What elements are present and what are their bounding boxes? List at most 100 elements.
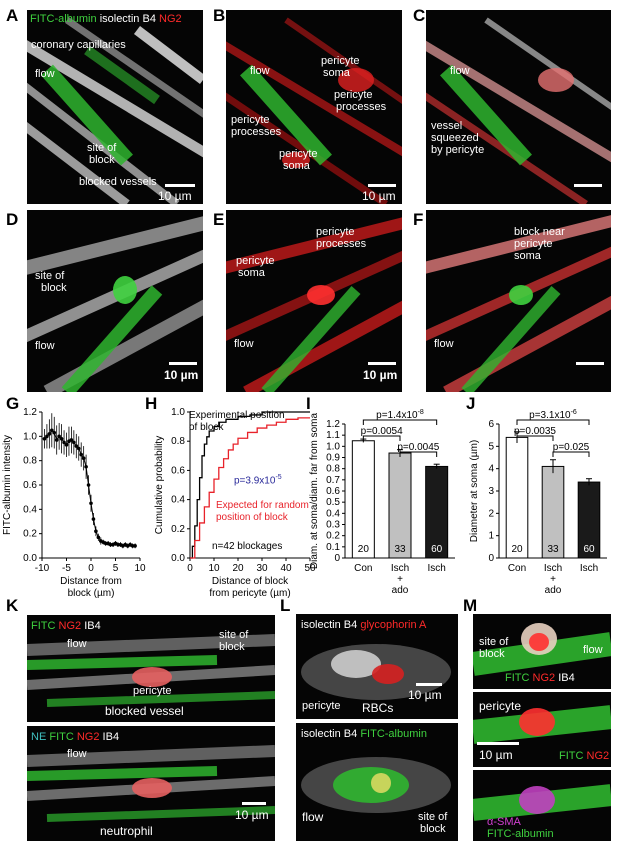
- legend-fitc: FITC: [49, 731, 74, 743]
- y-tick-label: 0.7: [326, 475, 340, 486]
- label-blocked-vessel: blocked vessel: [105, 704, 184, 718]
- label-squeezed: squeezed: [431, 132, 479, 144]
- significance-bracket: [362, 435, 401, 441]
- y-tick-label: 0.1: [326, 542, 340, 553]
- series-line: [190, 411, 310, 559]
- label-pericyte: pericyte: [479, 699, 522, 713]
- p-value-h: p=3.9x10-5: [234, 474, 282, 487]
- legend-ng2: NG2: [159, 13, 182, 25]
- legend-ne: NE: [31, 731, 47, 743]
- scale-bar: [169, 362, 197, 365]
- bar-n-label: 60: [431, 544, 443, 555]
- label-coronary-capillaries: coronary capillaries: [31, 39, 126, 51]
- scale-label: 10 µm: [363, 368, 398, 382]
- label-flow: flow: [67, 638, 87, 650]
- label-flow: flow: [450, 65, 470, 77]
- legend-fitc-albumin: FITC-albumin: [360, 728, 427, 740]
- series-line: [190, 417, 310, 559]
- micrograph-m-1: site of block flow FITC NG2 IB4: [473, 614, 611, 689]
- legend-ng2: NG2: [532, 672, 556, 684]
- legend-ng2: NG2: [586, 750, 610, 762]
- x-tick-label: Isch: [391, 563, 409, 574]
- scale-label: 10 µm: [362, 189, 396, 203]
- panel-letter-j: J: [466, 394, 476, 413]
- label-flow: flow: [250, 65, 270, 77]
- label-n: n=42 blockages: [212, 541, 283, 552]
- p-value-label: p=0.025: [553, 442, 590, 453]
- legend-fitc: FITC: [31, 620, 56, 632]
- label-processes: processes: [231, 126, 282, 138]
- x-tick-label: ado: [545, 585, 562, 596]
- micrograph-a: FITC-albumin isolectin B4 NG2 coronary c…: [27, 10, 203, 204]
- label-fitc-albumin: FITC-albumin: [487, 828, 554, 840]
- label-neutrophil: neutrophil: [100, 824, 153, 838]
- y-tick-label: 1.2: [23, 407, 37, 418]
- y-axis-label: FITC-albumin intensity: [2, 435, 13, 535]
- significance-bracket: [516, 435, 554, 441]
- series-line: [44, 429, 136, 547]
- legend-glycophorin: glycophorin A: [360, 619, 427, 631]
- y-tick-label: 1.1: [326, 430, 340, 441]
- significance-bracket: [516, 419, 590, 425]
- label-flow: flow: [35, 68, 55, 80]
- x-tick-label: 20: [232, 563, 244, 574]
- label-pericyte: pericyte: [133, 685, 172, 697]
- p-value-label: p=0.0035: [514, 426, 556, 437]
- label-random: Expected for random position of block: [216, 500, 309, 523]
- scale-bar: [368, 184, 396, 187]
- label-rbcs: RBCs: [362, 701, 394, 715]
- label-site-of: site of: [479, 636, 509, 648]
- scale-bar: [574, 184, 602, 187]
- label-sma: α-SMA: [487, 816, 521, 828]
- label-block: block: [41, 282, 67, 294]
- y-axis-label: Diameter at soma (µm): [469, 440, 480, 542]
- x-axis-label: Distance from: [60, 576, 122, 587]
- label-soma: soma: [283, 160, 310, 172]
- micrograph-c: flow vessel squeezed by pericyte: [426, 10, 611, 204]
- label-site-of: site of: [418, 811, 448, 823]
- p-value-label: p=0.0045: [397, 442, 439, 453]
- p-value-label: p=0.0054: [361, 426, 403, 437]
- y-tick-label: 0: [334, 553, 340, 564]
- y-axis-label: Diam. at soma/diam. far from soma: [309, 412, 320, 569]
- legend-ng2: NG2: [76, 731, 100, 743]
- label-flow: flow: [35, 340, 55, 352]
- scale-label: 10 µm: [158, 189, 192, 203]
- bar: [351, 440, 375, 559]
- x-tick-label: 5: [113, 563, 119, 574]
- x-tick-label: Isch: [580, 563, 598, 574]
- micrograph-l-top: isolectin B4 glycophorin A pericyte RBCs…: [296, 614, 458, 719]
- panel-letter-c: C: [413, 6, 426, 25]
- micrograph-k-top: FITC NG2 IB4 flow pericyte site of block…: [27, 615, 275, 722]
- label-vessel: vessel: [431, 120, 463, 132]
- label-block-near: block near: [514, 226, 565, 238]
- label-soma: soma: [238, 267, 265, 279]
- micrograph-m-2: pericyte 10 µm FITC NG2: [473, 692, 611, 767]
- y-axis-label: Cumulative probability: [154, 436, 165, 534]
- y-tick-label: 0.9: [326, 453, 340, 464]
- label-flow: flow: [434, 338, 454, 350]
- y-tick-label: 6: [488, 419, 494, 430]
- y-tick-label: 0.8: [171, 436, 185, 447]
- y-tick-label: 1.0: [326, 441, 340, 452]
- legend-fitc: FITC-albumin: [30, 13, 97, 25]
- chart-j: 0 1 2 3 4 5 6 Diameter at soma (µm) 20 Con 33 Isch +…: [465, 394, 615, 596]
- micrograph-e: pericyte processes pericyte soma flow 10…: [226, 210, 402, 392]
- bar-n-label: 20: [358, 544, 370, 555]
- bar: [505, 436, 529, 559]
- y-tick-label: 0.4: [326, 508, 340, 519]
- y-tick-label: 1.0: [171, 407, 185, 418]
- scale-bar: [416, 683, 442, 686]
- y-tick-label: 3: [488, 486, 494, 497]
- bar-n-label: 60: [583, 544, 595, 555]
- y-tick-label: 0.4: [171, 495, 185, 506]
- panel-letter-f: F: [413, 210, 424, 229]
- x-axis-label: block (µm): [68, 588, 115, 599]
- x-tick-label: 40: [280, 563, 292, 574]
- y-tick-label: 0.5: [326, 497, 340, 508]
- y-tick-label: 0.2: [171, 524, 185, 535]
- legend-ib4: isolectin B4: [301, 728, 358, 740]
- label-pericyte: pericyte: [514, 238, 553, 250]
- legend-fitc: FITC: [559, 750, 584, 762]
- x-tick-label: ado: [392, 585, 409, 596]
